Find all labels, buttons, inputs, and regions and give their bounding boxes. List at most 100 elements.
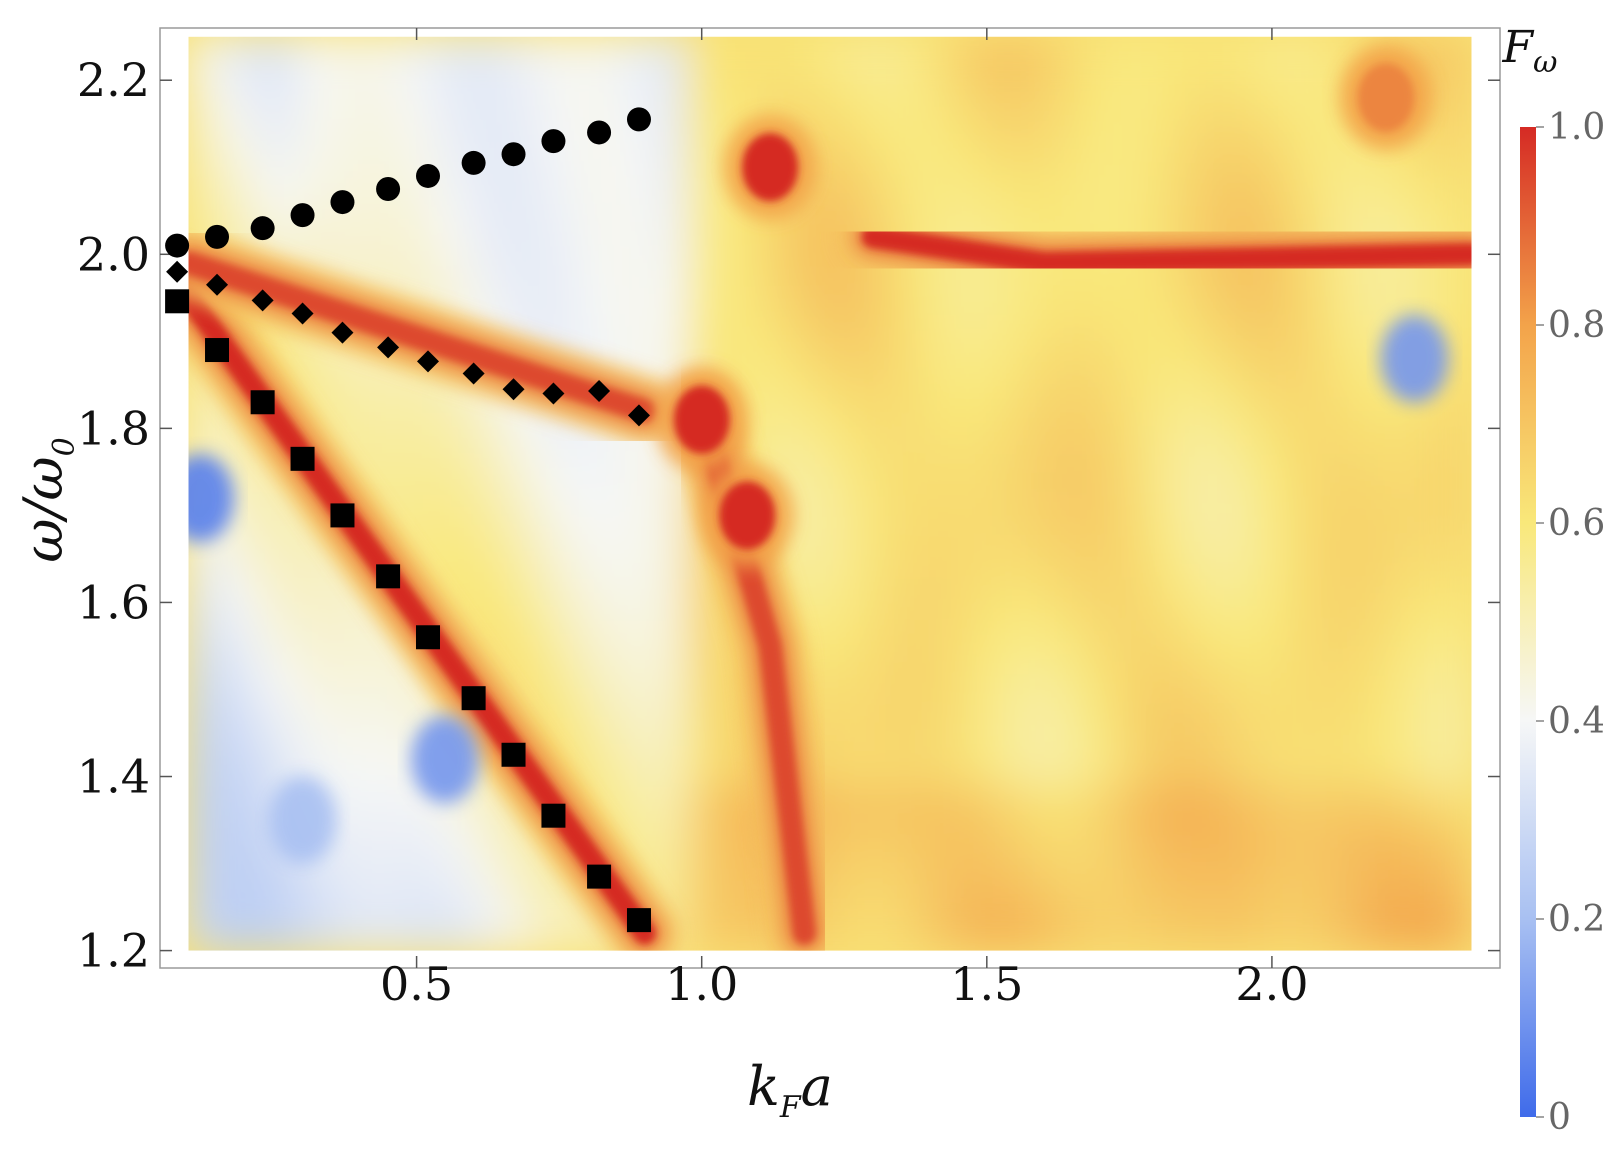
heatmap-cell xyxy=(829,700,867,744)
heatmap-cell xyxy=(1256,36,1295,80)
heatmap-cell xyxy=(401,243,439,287)
heatmap-cell xyxy=(1149,741,1188,786)
heatmap-cell xyxy=(900,77,938,121)
heatmap-cell xyxy=(900,783,938,827)
heatmap-cell xyxy=(258,741,297,786)
heatmap-cell xyxy=(1327,617,1366,661)
heatmap-cell xyxy=(1185,658,1224,703)
heatmap-cell xyxy=(864,118,903,163)
heatmap-cell xyxy=(864,534,903,578)
heatmap-cell xyxy=(472,451,511,495)
diamond-marker xyxy=(502,378,525,401)
heatmap-cell xyxy=(971,534,1010,578)
heatmap-cell xyxy=(1327,409,1366,454)
heatmap-cell xyxy=(1292,866,1330,911)
heatmap-cell xyxy=(971,36,1010,80)
heatmap-cell xyxy=(1399,575,1437,620)
heatmap-cell xyxy=(1363,492,1402,537)
heatmap-cell xyxy=(579,243,618,287)
heatmap-cell xyxy=(1221,658,1259,703)
heatmap-cell xyxy=(1114,118,1152,163)
heatmap-cell xyxy=(935,575,974,620)
heatmap-cell xyxy=(900,409,938,454)
heatmap-cell xyxy=(1007,866,1045,911)
heatmap-cell xyxy=(1363,409,1402,454)
heatmap-cell xyxy=(1149,492,1188,537)
heatmap-cell xyxy=(188,36,226,80)
heatmap-cell xyxy=(330,36,368,80)
heatmap-cell xyxy=(1007,575,1045,620)
diamond-marker xyxy=(206,273,229,296)
circle-marker xyxy=(587,120,612,145)
heatmap-cell xyxy=(1327,160,1366,204)
heatmap-cell xyxy=(401,866,439,911)
heatmap-cell xyxy=(1256,741,1295,786)
heatmap-cell xyxy=(615,326,653,371)
heatmap-cell xyxy=(436,36,475,80)
heatmap-cell xyxy=(864,658,903,703)
heatmap-cell xyxy=(258,866,297,911)
heatmap-cell xyxy=(1114,783,1152,827)
heatmap-cell xyxy=(1363,658,1402,703)
heatmap-cell xyxy=(1256,160,1295,204)
heatmap-cell xyxy=(900,575,938,620)
heatmap-cell xyxy=(472,77,511,121)
heatmap-cell xyxy=(1042,700,1081,744)
heatmap-cell xyxy=(1185,824,1224,869)
y-axis-title: ω/ω0 xyxy=(12,437,82,562)
heatmap-low xyxy=(411,715,480,804)
heatmap-cell xyxy=(1292,783,1330,827)
heatmap-cell xyxy=(1221,409,1259,454)
heatmap-cell xyxy=(615,36,653,80)
heatmap-cell xyxy=(436,409,475,454)
heatmap-cell xyxy=(864,700,903,744)
heatmap-cell xyxy=(258,160,297,204)
heatmap-cell xyxy=(864,741,903,786)
square-marker xyxy=(165,289,190,314)
heatmap-ridges xyxy=(188,45,1472,951)
heatmap-cell xyxy=(1327,741,1366,786)
heatmap-cell xyxy=(223,908,261,951)
heatmap-cell xyxy=(508,409,546,454)
heatmap-cell xyxy=(579,160,618,204)
circle-marker xyxy=(250,216,275,241)
heatmap-cell xyxy=(1434,783,1472,827)
heatmap-cell xyxy=(686,77,725,121)
heatmap-cell xyxy=(971,77,1010,121)
heatmap-cell xyxy=(971,284,1010,329)
heatmap-cell xyxy=(615,658,653,703)
heatmap-cell xyxy=(1256,575,1295,620)
heatmap-cell xyxy=(1434,77,1472,121)
heatmap-cell xyxy=(223,617,261,661)
heatmap-cell xyxy=(1078,492,1117,537)
heatmap-cell xyxy=(686,866,725,911)
heatmap-cell xyxy=(1221,908,1259,951)
heatmap-cell xyxy=(1042,824,1081,869)
heatmap-cell xyxy=(543,492,582,537)
heatmap-cell xyxy=(1149,908,1188,951)
heatmap-cell xyxy=(543,658,582,703)
heatmap-cell xyxy=(188,160,226,204)
heatmap-cell xyxy=(829,451,867,495)
square-marker xyxy=(376,564,401,589)
heatmap-cell xyxy=(829,824,867,869)
heatmap-cell xyxy=(579,575,618,620)
heatmap-cell xyxy=(223,77,261,121)
heatmap-cell xyxy=(436,201,475,246)
heatmap-cell xyxy=(330,824,368,869)
heatmap-cell xyxy=(1221,700,1259,744)
heatmap-cell xyxy=(294,118,333,163)
heatmap-cell xyxy=(1399,866,1437,911)
diamond-marker xyxy=(251,289,274,312)
heatmap-cell xyxy=(900,658,938,703)
heatmap-cell xyxy=(829,326,867,371)
heatmap-cell xyxy=(1078,617,1117,661)
heatmap-cell xyxy=(793,243,831,287)
heatmap-cell xyxy=(900,824,938,869)
heatmap-cell xyxy=(1434,575,1472,620)
heatmap-cell xyxy=(1042,36,1081,80)
heatmap-cell xyxy=(508,77,546,121)
heatmap-cell xyxy=(543,77,582,121)
heatmap-low xyxy=(188,454,234,542)
heatmap-cell xyxy=(294,77,333,121)
